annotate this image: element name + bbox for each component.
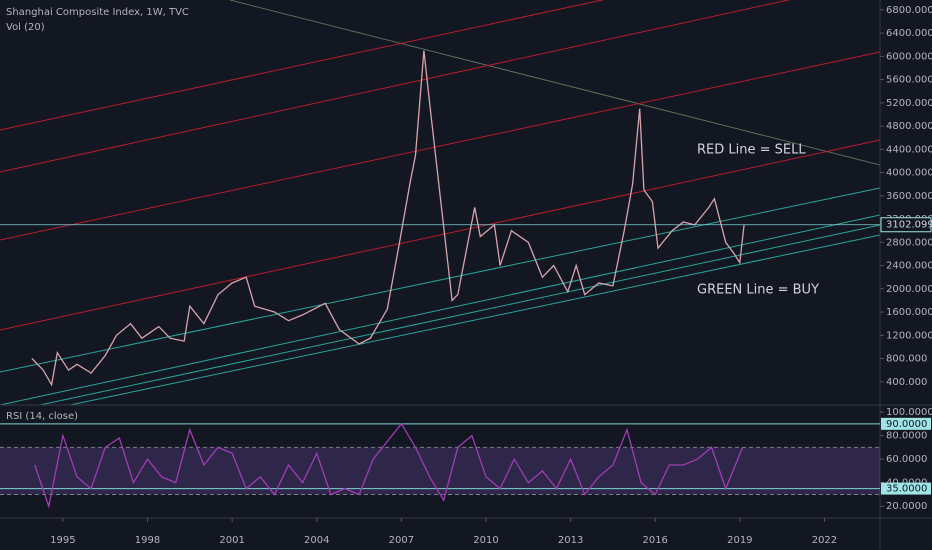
green-line: [0, 214, 881, 406]
y-tick-label: 6400.000: [886, 28, 932, 39]
y-tick-label: 80.0000: [886, 431, 927, 442]
y-tick-label: 2000.000: [886, 284, 932, 295]
y-tick-label: 3600.000: [886, 191, 932, 202]
price-line: [31, 50, 745, 387]
x-tick-label: 2013: [558, 535, 583, 546]
rsi-title: RSI (14, close): [6, 411, 78, 422]
x-tick-label: 2019: [727, 535, 752, 546]
y-tick-label: 5200.000: [886, 98, 932, 109]
y-tick-label: 20.0000: [886, 501, 927, 512]
red-line: [0, 0, 605, 131]
rsi-line: [34, 422, 744, 509]
chart-title: Shanghai Composite Index, 1W, TVC: [6, 7, 189, 18]
trend-lines: [0, 0, 881, 406]
y-tick-label: 100.0000: [886, 407, 932, 418]
y-tick-label: 4000.000: [886, 168, 932, 179]
annotation: GREEN Line = BUY: [697, 283, 819, 298]
y-tick-label: 400.000: [886, 377, 927, 388]
x-tick-label: 2010: [473, 535, 498, 546]
last-price-box: [880, 217, 932, 233]
x-tick-label: 1995: [50, 535, 75, 546]
level-box: [881, 417, 931, 430]
x-tick-label: 1998: [135, 535, 160, 546]
y-tick-label: 4400.000: [886, 144, 932, 155]
y-tick-label: 2400.000: [886, 261, 932, 272]
y-tick-label: 1200.000: [886, 330, 932, 341]
y-tick-label: 1600.000: [886, 307, 932, 318]
y-tick-label: 800.000: [886, 354, 927, 365]
y-tick-label: 60.0000: [886, 454, 927, 465]
x-tick-label: 2001: [219, 535, 244, 546]
green-line: [69, 234, 881, 406]
x-tick-label: 2004: [304, 535, 329, 546]
y-tick-label: 6000.000: [886, 51, 932, 62]
y-tick-label: 6800.000: [886, 5, 932, 16]
y-tick-label: 5600.000: [886, 75, 932, 86]
subtitle: Vol (20): [6, 22, 45, 33]
red-line: [0, 139, 881, 331]
level-label: 90.0000: [886, 419, 927, 430]
last-price-label: 3102.099: [886, 220, 932, 231]
rsi-band: [0, 447, 880, 495]
annotation: RED Line = SELL: [697, 143, 806, 158]
x-tick-label: 2007: [389, 535, 414, 546]
level-box: [881, 482, 931, 495]
x-tick-label: 2016: [642, 535, 667, 546]
level-label: 35.0000: [886, 484, 927, 495]
trend-line: [229, 0, 881, 166]
red-line: [0, 51, 881, 241]
red-line: [0, 0, 791, 173]
x-tick-label: 2022: [812, 535, 837, 546]
y-tick-label: 4800.000: [886, 121, 932, 132]
green-line: [0, 187, 881, 373]
y-tick-label: 2800.000: [886, 237, 932, 248]
green-line: [39, 224, 881, 406]
